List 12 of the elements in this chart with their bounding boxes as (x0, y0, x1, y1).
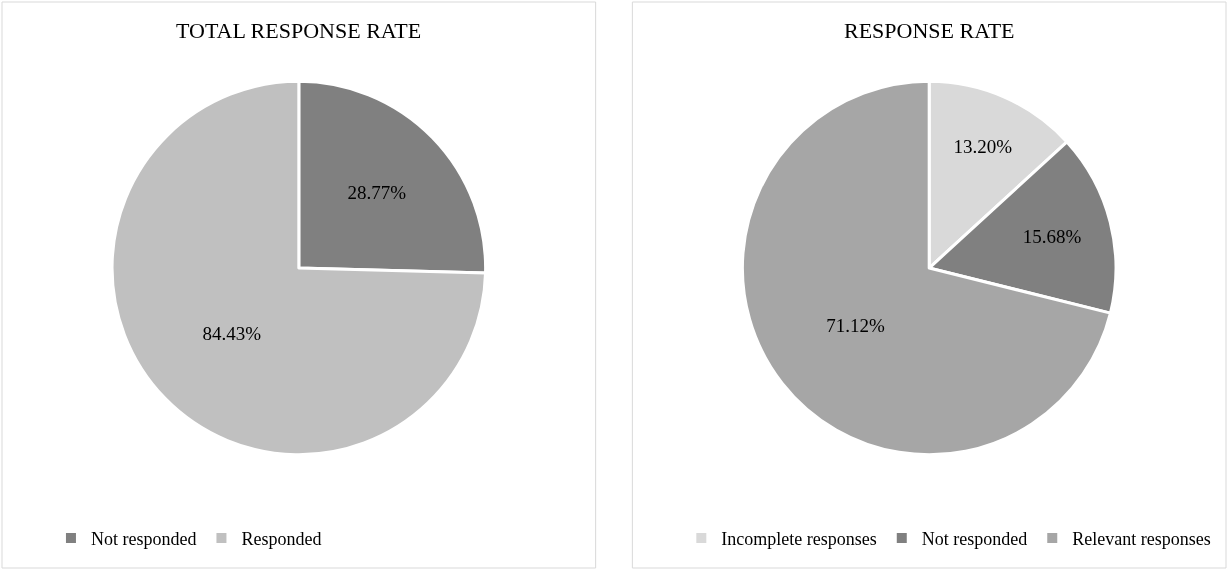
legend-label: Not responded (90, 528, 197, 549)
data-label: 15.68% (1022, 226, 1082, 248)
legend-label: Relevant responses (1072, 528, 1211, 549)
chart-title: RESPONSE RATE (844, 18, 1015, 43)
data-label: 84.43% (202, 322, 262, 344)
chart-title: TOTAL RESPONSE RATE (176, 18, 422, 43)
legend-label: Incomplete responses (721, 528, 877, 549)
data-label: 28.77% (347, 181, 407, 203)
legend-label: Not responded (921, 528, 1028, 549)
data-label: 71.12% (826, 315, 885, 337)
legend-label: Responded (241, 528, 322, 549)
data-label: 13.20% (953, 135, 1013, 157)
